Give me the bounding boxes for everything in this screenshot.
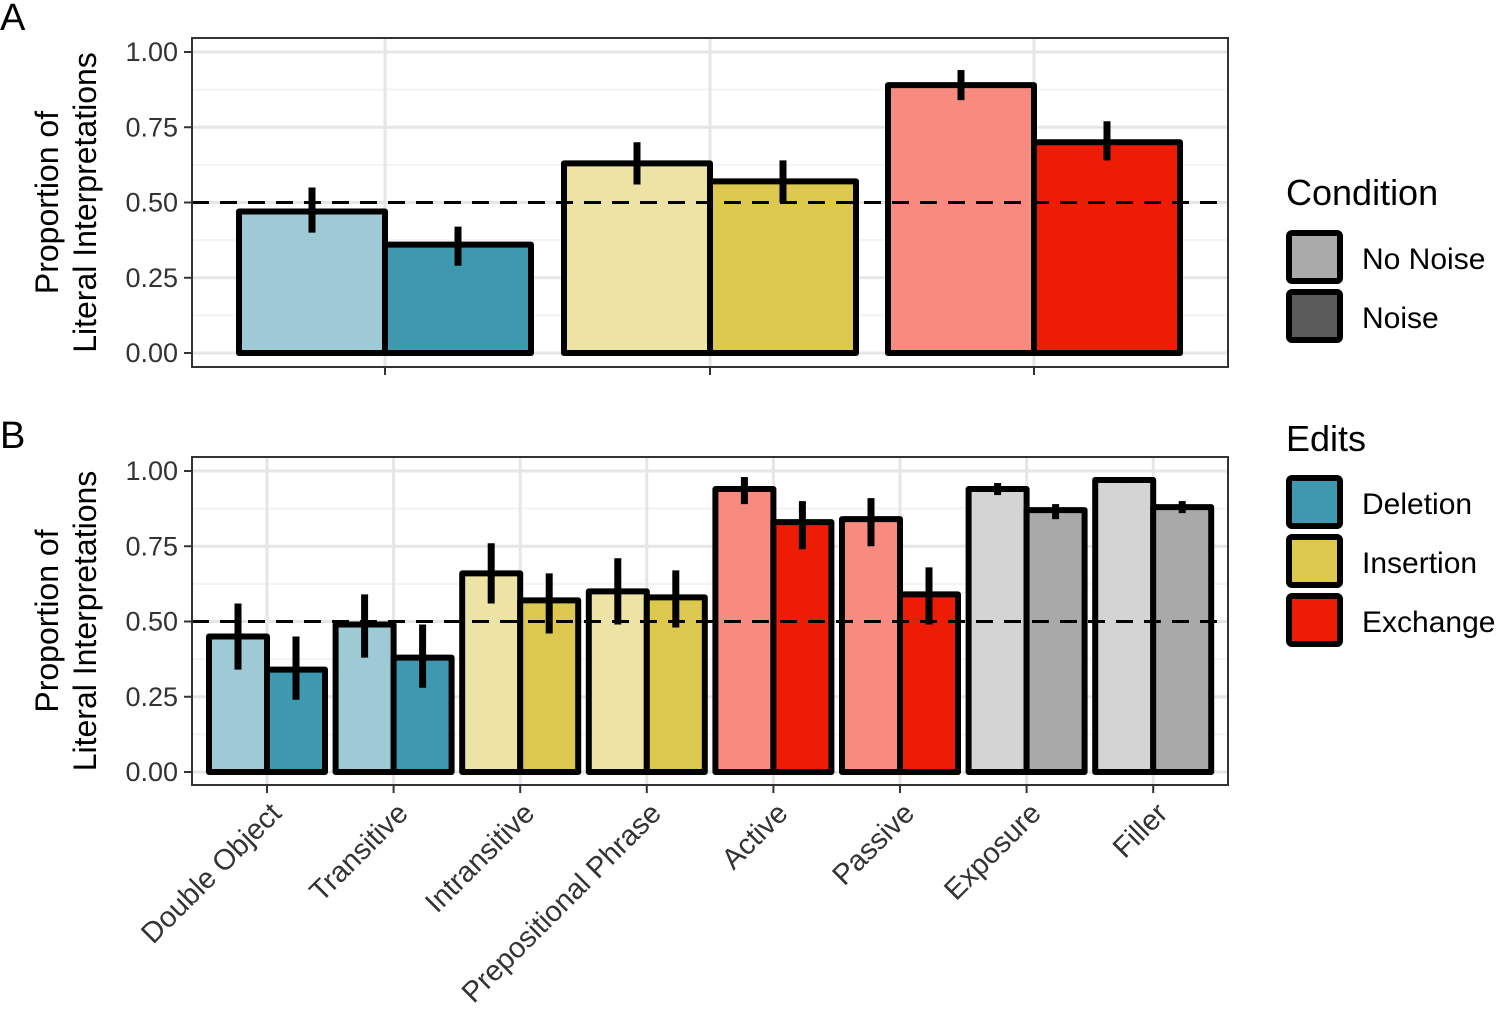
y-tick-label: 0.25 [125,263,178,293]
legend-label: Exchange [1362,606,1495,639]
y-axis-title: Literal Interpretations [67,52,103,353]
bar-no-noise [965,486,1030,775]
x-category-label: Exposure [938,797,1047,906]
bar-no-noise [561,160,713,356]
y-tick-label: 0.50 [125,607,178,637]
bar-noise [707,178,859,356]
bar-no-noise [459,570,524,776]
x-category-label: Filler [1107,797,1174,864]
y-axis-title: Proportion of [29,529,65,712]
x-category-label: Intransitive [419,797,541,919]
bar-no-noise [236,208,388,356]
panel-b: 0.00 0.25 0.50 0.75 1.00 B Proportion of Litera… [0,415,1495,1009]
legend: Edits Deletion Insertion Exchange [1286,418,1495,647]
legend-key [1286,593,1343,647]
legend-label: Insertion [1362,547,1477,580]
x-category-label: Active [716,797,794,875]
x-category-label: Passive [827,797,921,891]
bar-no-noise [1092,477,1157,775]
legend-label: Noise [1362,302,1439,335]
y-tick-label: 0.75 [125,112,178,142]
legend-label: Deletion [1362,488,1472,521]
panel-letter: B [0,415,25,457]
y-axis-title: Proportion of [29,111,65,294]
bar-noise [1023,507,1088,775]
y-tick-label: 1.00 [125,37,178,67]
legend-title: Condition [1286,172,1438,213]
bar-noise [1150,504,1215,775]
legend-label: No Noise [1362,243,1485,276]
bar-no-noise [839,516,903,775]
panel-a: 0.00 0.25 0.50 0.75 1.00 A Proportion of Litera… [0,0,1485,375]
bar-noise [1031,139,1183,356]
y-tick-label: 0.50 [125,188,178,218]
legend-key [1286,289,1343,343]
y-tick-label: 0.00 [125,757,178,787]
y-tick-label: 0.75 [125,531,178,561]
bar-noise [770,519,835,775]
panel-letter: A [0,0,26,39]
bar-no-noise [712,486,777,775]
legend: Condition No Noise Noise [1286,172,1485,343]
y-tick-label: 1.00 [125,456,178,486]
y-tick-label: 0.25 [125,682,178,712]
x-category-label: Transitive [304,797,415,908]
legend-key [1286,230,1343,284]
legend-key [1286,534,1343,588]
y-axis-title: Literal Interpretations [67,471,103,772]
legend-title: Edits [1286,418,1366,459]
y-tick-label: 0.00 [125,338,178,368]
x-category-label: Double Object [135,797,288,950]
legend-key [1286,475,1343,529]
bar-no-noise [885,82,1037,357]
